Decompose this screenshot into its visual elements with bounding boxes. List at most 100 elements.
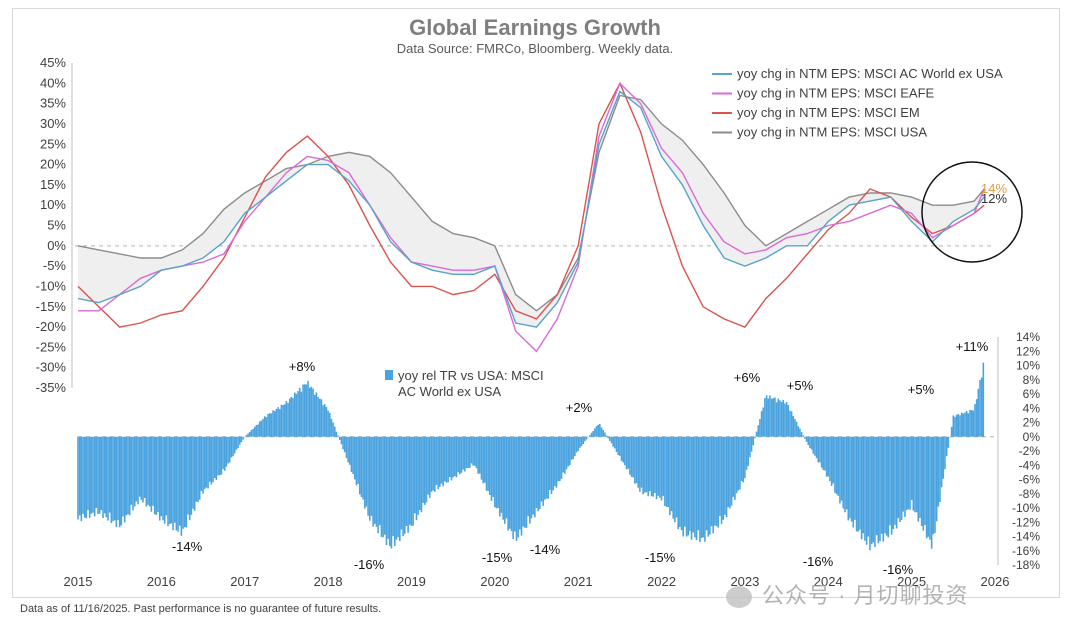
bar-mark [970, 410, 973, 437]
bar-mark [440, 436, 443, 484]
bar-mark [982, 362, 985, 437]
bar-mark [332, 422, 334, 437]
watermark-text: 公众号 · 月切聊投资 [762, 583, 969, 608]
bar-mark [949, 436, 951, 438]
bar-mark [520, 436, 523, 536]
bar-mark [438, 436, 441, 487]
bar-mark [544, 436, 546, 500]
bar-mark [705, 436, 708, 531]
bar-mark [98, 436, 101, 514]
bar-mark [845, 436, 848, 510]
bar-mark [979, 380, 981, 437]
bar-mark [534, 436, 536, 518]
bar-mark [118, 436, 121, 528]
bar-mark [959, 415, 961, 437]
bar-mark [303, 384, 306, 437]
bar-mark [225, 436, 228, 467]
bar-mark [952, 415, 955, 437]
bar-mark [188, 436, 191, 521]
bar-mark [307, 380, 309, 437]
bar-mark [582, 436, 584, 445]
bar-mark [470, 436, 473, 464]
bar-mark [677, 436, 680, 530]
bar-mark [252, 428, 254, 437]
bar-mark [860, 436, 863, 540]
bar-mark [765, 395, 768, 437]
bar-mark [894, 436, 896, 525]
bar-data-label: +11% [956, 339, 989, 354]
bar-mark [157, 436, 159, 513]
bar-mark [665, 436, 668, 507]
em-end-label: 14% [981, 181, 1007, 196]
bar-mark [619, 436, 621, 456]
footnote: Data as of 11/16/2025. Past performance … [20, 603, 382, 615]
bar-mark [669, 436, 671, 516]
bar-mark [358, 436, 361, 495]
bar-mark [138, 436, 141, 497]
bar-mark [465, 436, 468, 469]
bar-ytick-label: -10% [1012, 501, 1040, 515]
bar-mark [370, 436, 373, 516]
bar-mark [622, 436, 624, 463]
bar-mark [512, 436, 514, 540]
bar-mark [490, 436, 493, 501]
bar-mark [950, 426, 953, 437]
bar-mark [397, 436, 399, 538]
bar-mark [874, 436, 876, 548]
bar-mark [740, 436, 743, 481]
bar-data-label: +5% [908, 382, 935, 397]
bar-mark [807, 436, 810, 446]
bar-mark [522, 436, 524, 527]
bar-ytick-label: -8% [1019, 487, 1041, 501]
series-line-em [77, 81, 985, 328]
bar-mark [772, 398, 775, 437]
bar-mark [435, 436, 438, 485]
bar-mark [869, 436, 871, 551]
bar-mark [425, 436, 428, 503]
bar-mark [742, 436, 745, 483]
bar-mark [427, 436, 429, 495]
bar-mark [278, 409, 281, 437]
bar-mark [472, 436, 474, 466]
bar-mark [302, 384, 304, 437]
bar-mark [637, 436, 640, 488]
bar-mark [810, 436, 813, 450]
line-ytick-label: 45% [40, 55, 66, 70]
bar-mark [447, 436, 449, 483]
xtick-year-label: 2018 [314, 574, 343, 589]
bar-mark [418, 436, 421, 510]
bar-mark [348, 436, 351, 465]
bar-ytick-label: -12% [1012, 515, 1040, 529]
bar-mark [537, 436, 539, 512]
bar-mark [137, 436, 139, 505]
bar-mark [268, 413, 271, 437]
bar-mark [800, 432, 803, 437]
chart-title: Global Earnings Growth [409, 15, 661, 40]
bar-mark [595, 426, 598, 437]
bar-mark [352, 436, 354, 475]
bar-mark [724, 436, 726, 515]
bar-mark [217, 436, 219, 476]
bar-mark [784, 403, 786, 437]
bar-mark [797, 426, 800, 437]
bar-mark [77, 436, 79, 520]
bar-mark [343, 436, 346, 453]
bar-mark [355, 436, 358, 486]
line-ytick-label: 25% [40, 136, 66, 151]
bar-mark [747, 436, 750, 466]
bar-mark [707, 436, 710, 537]
legend-label-usa: yoy chg in NTM EPS: MSCI USA [737, 125, 927, 140]
bar-mark [710, 436, 713, 527]
bar-mark [340, 436, 343, 445]
bar-mark [350, 436, 353, 473]
bar-data-label: +6% [734, 370, 761, 385]
bar-mark [152, 436, 154, 506]
bar-mark [700, 436, 703, 539]
bar-mark [609, 436, 611, 441]
bar-mark [647, 436, 650, 497]
bar-mark [662, 436, 665, 496]
bar-mark [872, 436, 875, 543]
bar-data-label: -16% [883, 562, 914, 577]
bar-data-label: -14% [530, 542, 561, 557]
bar-mark [509, 436, 511, 529]
